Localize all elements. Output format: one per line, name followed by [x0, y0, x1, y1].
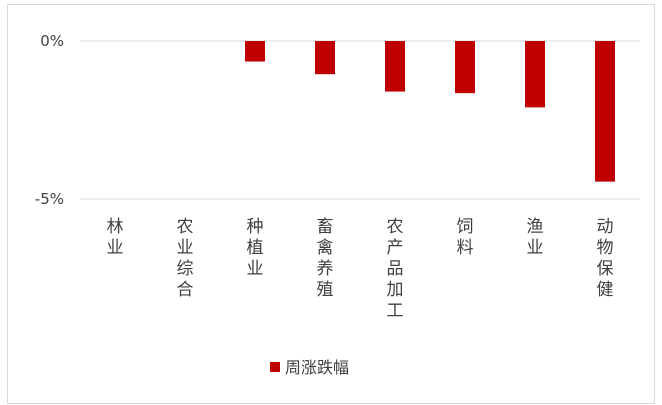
bar [455, 41, 475, 94]
bar [595, 41, 615, 182]
x-tick-label: 畜禽养殖 [317, 217, 334, 300]
bar [525, 41, 545, 108]
y-tick-label: -5% [35, 190, 64, 208]
x-tick-label: 渔业 [527, 217, 544, 258]
gridlines [80, 40, 640, 200]
bar [245, 41, 265, 62]
x-tick-label: 林业 [107, 217, 124, 258]
y-axis-ticks: 0% -5% [35, 32, 64, 208]
legend-label: 周涨跌幅 [285, 358, 349, 377]
x-tick-label: 动物保健 [597, 217, 614, 300]
legend: 周涨跌幅 [270, 358, 349, 377]
x-axis-labels: 林业 农业综合 种植业 畜禽养殖 农产品加工 饲料 渔业 动物保健 [107, 217, 614, 321]
x-tick-label: 饲料 [457, 217, 474, 258]
x-tick-label: 农业综合 [177, 217, 194, 300]
x-tick-label: 农产品加工 [387, 217, 404, 321]
bar [385, 41, 405, 92]
bar [315, 41, 335, 75]
x-tick-label: 种植业 [247, 217, 264, 279]
legend-swatch [270, 362, 280, 372]
y-tick-label: 0% [40, 32, 64, 50]
bars [245, 41, 615, 182]
